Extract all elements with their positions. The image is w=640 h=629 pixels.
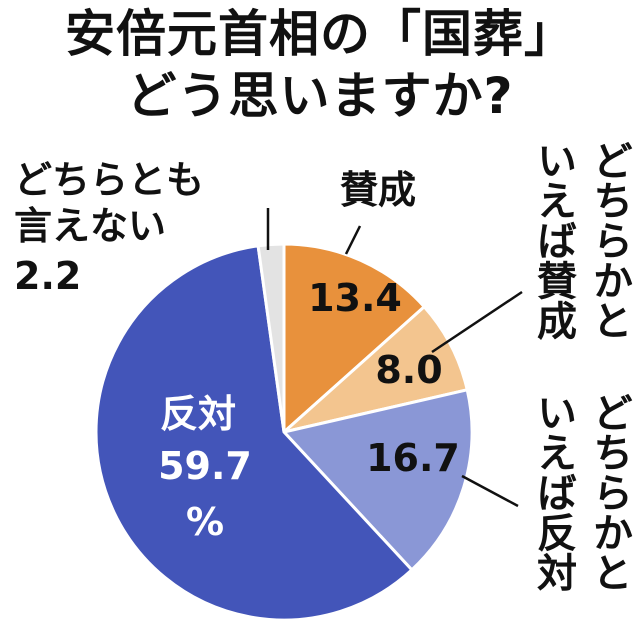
leader-line-approve — [344, 225, 362, 255]
pie-slice-somewhat-oppose — [281, 388, 474, 572]
data-label-oppose: 59.7 — [158, 444, 252, 488]
data-label-oppose-unit: % — [185, 500, 225, 544]
pie-slices — [94, 242, 474, 622]
pie-slice-somewhat-approve — [283, 304, 470, 434]
category-label-somewhat-approve-col2: いえば賛成 — [530, 140, 576, 340]
leader-line-somewhat-oppose — [461, 474, 519, 508]
pie-slice-neither — [256, 242, 286, 433]
chart-title-line-1: 安倍元首相の「国葬」 — [65, 5, 575, 63]
leader-line-somewhat-approve — [431, 290, 523, 354]
leader-lines — [266, 208, 523, 508]
category-label-neither-line2: 言えない — [14, 204, 167, 248]
data-label-somewhat-approve: 8.0 — [375, 348, 443, 392]
pie-slice-approve — [282, 242, 427, 436]
data-label-neither: 2.2 — [14, 254, 82, 298]
category-label-somewhat-oppose-col1: どちらかと — [586, 392, 632, 592]
category-label-somewhat-approve-col1: どちらかと — [586, 140, 632, 340]
category-label-approve: 賛成 — [340, 168, 417, 212]
pie-slice-oppose — [94, 244, 414, 622]
chart-title-line-2: どう思いますか? — [126, 67, 514, 125]
category-label-oppose: 反対 — [160, 392, 237, 436]
category-label-neither-line1: どちらとも — [14, 158, 205, 202]
data-label-approve: 13.4 — [308, 276, 402, 320]
data-label-somewhat-oppose: 16.7 — [366, 436, 460, 480]
category-label-somewhat-oppose-col2: いえば反対 — [530, 392, 576, 592]
